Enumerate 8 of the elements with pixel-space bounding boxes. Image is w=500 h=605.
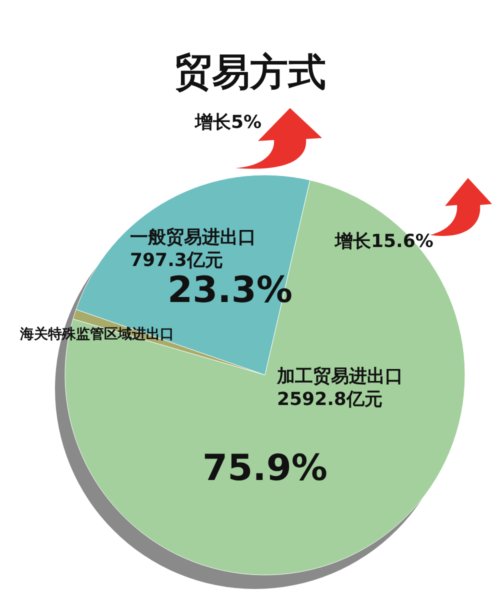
slice-label: 加工贸易进出口	[276, 366, 403, 387]
data-label: 75.9%	[202, 448, 328, 489]
chart-title: 贸易方式	[174, 50, 326, 94]
slice-label: 一般贸易进出口	[130, 227, 256, 248]
text: 797.3亿元	[130, 250, 223, 271]
text: 增长5%	[194, 112, 262, 133]
text: 2592.8亿元	[277, 389, 382, 410]
text: 增长15.6%	[334, 231, 434, 252]
